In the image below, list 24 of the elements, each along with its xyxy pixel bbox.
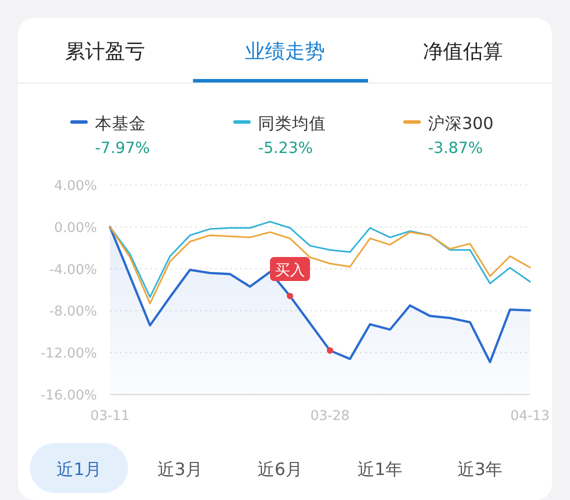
label: 买入 <box>275 261 305 280</box>
button-label: 近3年 <box>458 460 502 480</box>
ytick: -12.00% <box>40 346 97 362</box>
xtick: 04-13 <box>510 408 550 424</box>
ytick: -16.00% <box>40 388 97 404</box>
button-label: 近1年 <box>358 460 402 480</box>
legend-value: -3.87% <box>428 139 483 157</box>
title: 业绩走势 <box>245 39 325 63</box>
tab-label: 净值估算 <box>423 39 503 63</box>
legend-label: 同类均值 <box>258 114 326 133</box>
button-label: 近1月 <box>56 460 102 480</box>
ytick: -4.00% <box>49 262 97 278</box>
ytick: 0.00% <box>54 220 97 236</box>
legend-value: -5.23% <box>258 139 313 157</box>
legend-label: 本基金 <box>95 114 146 133</box>
xtick: 03-28 <box>310 408 350 424</box>
legend-label: 沪深300 <box>428 114 494 133</box>
button-label: 近6月 <box>258 460 302 480</box>
legend-value: -7.97% <box>95 139 150 157</box>
ytick: -8.00% <box>49 304 97 320</box>
ytick: 4.00% <box>54 178 97 194</box>
xtick: 03-11 <box>90 408 130 424</box>
button-label: 近3月 <box>158 460 202 480</box>
tab-label: 累计盈亏 <box>65 39 145 63</box>
